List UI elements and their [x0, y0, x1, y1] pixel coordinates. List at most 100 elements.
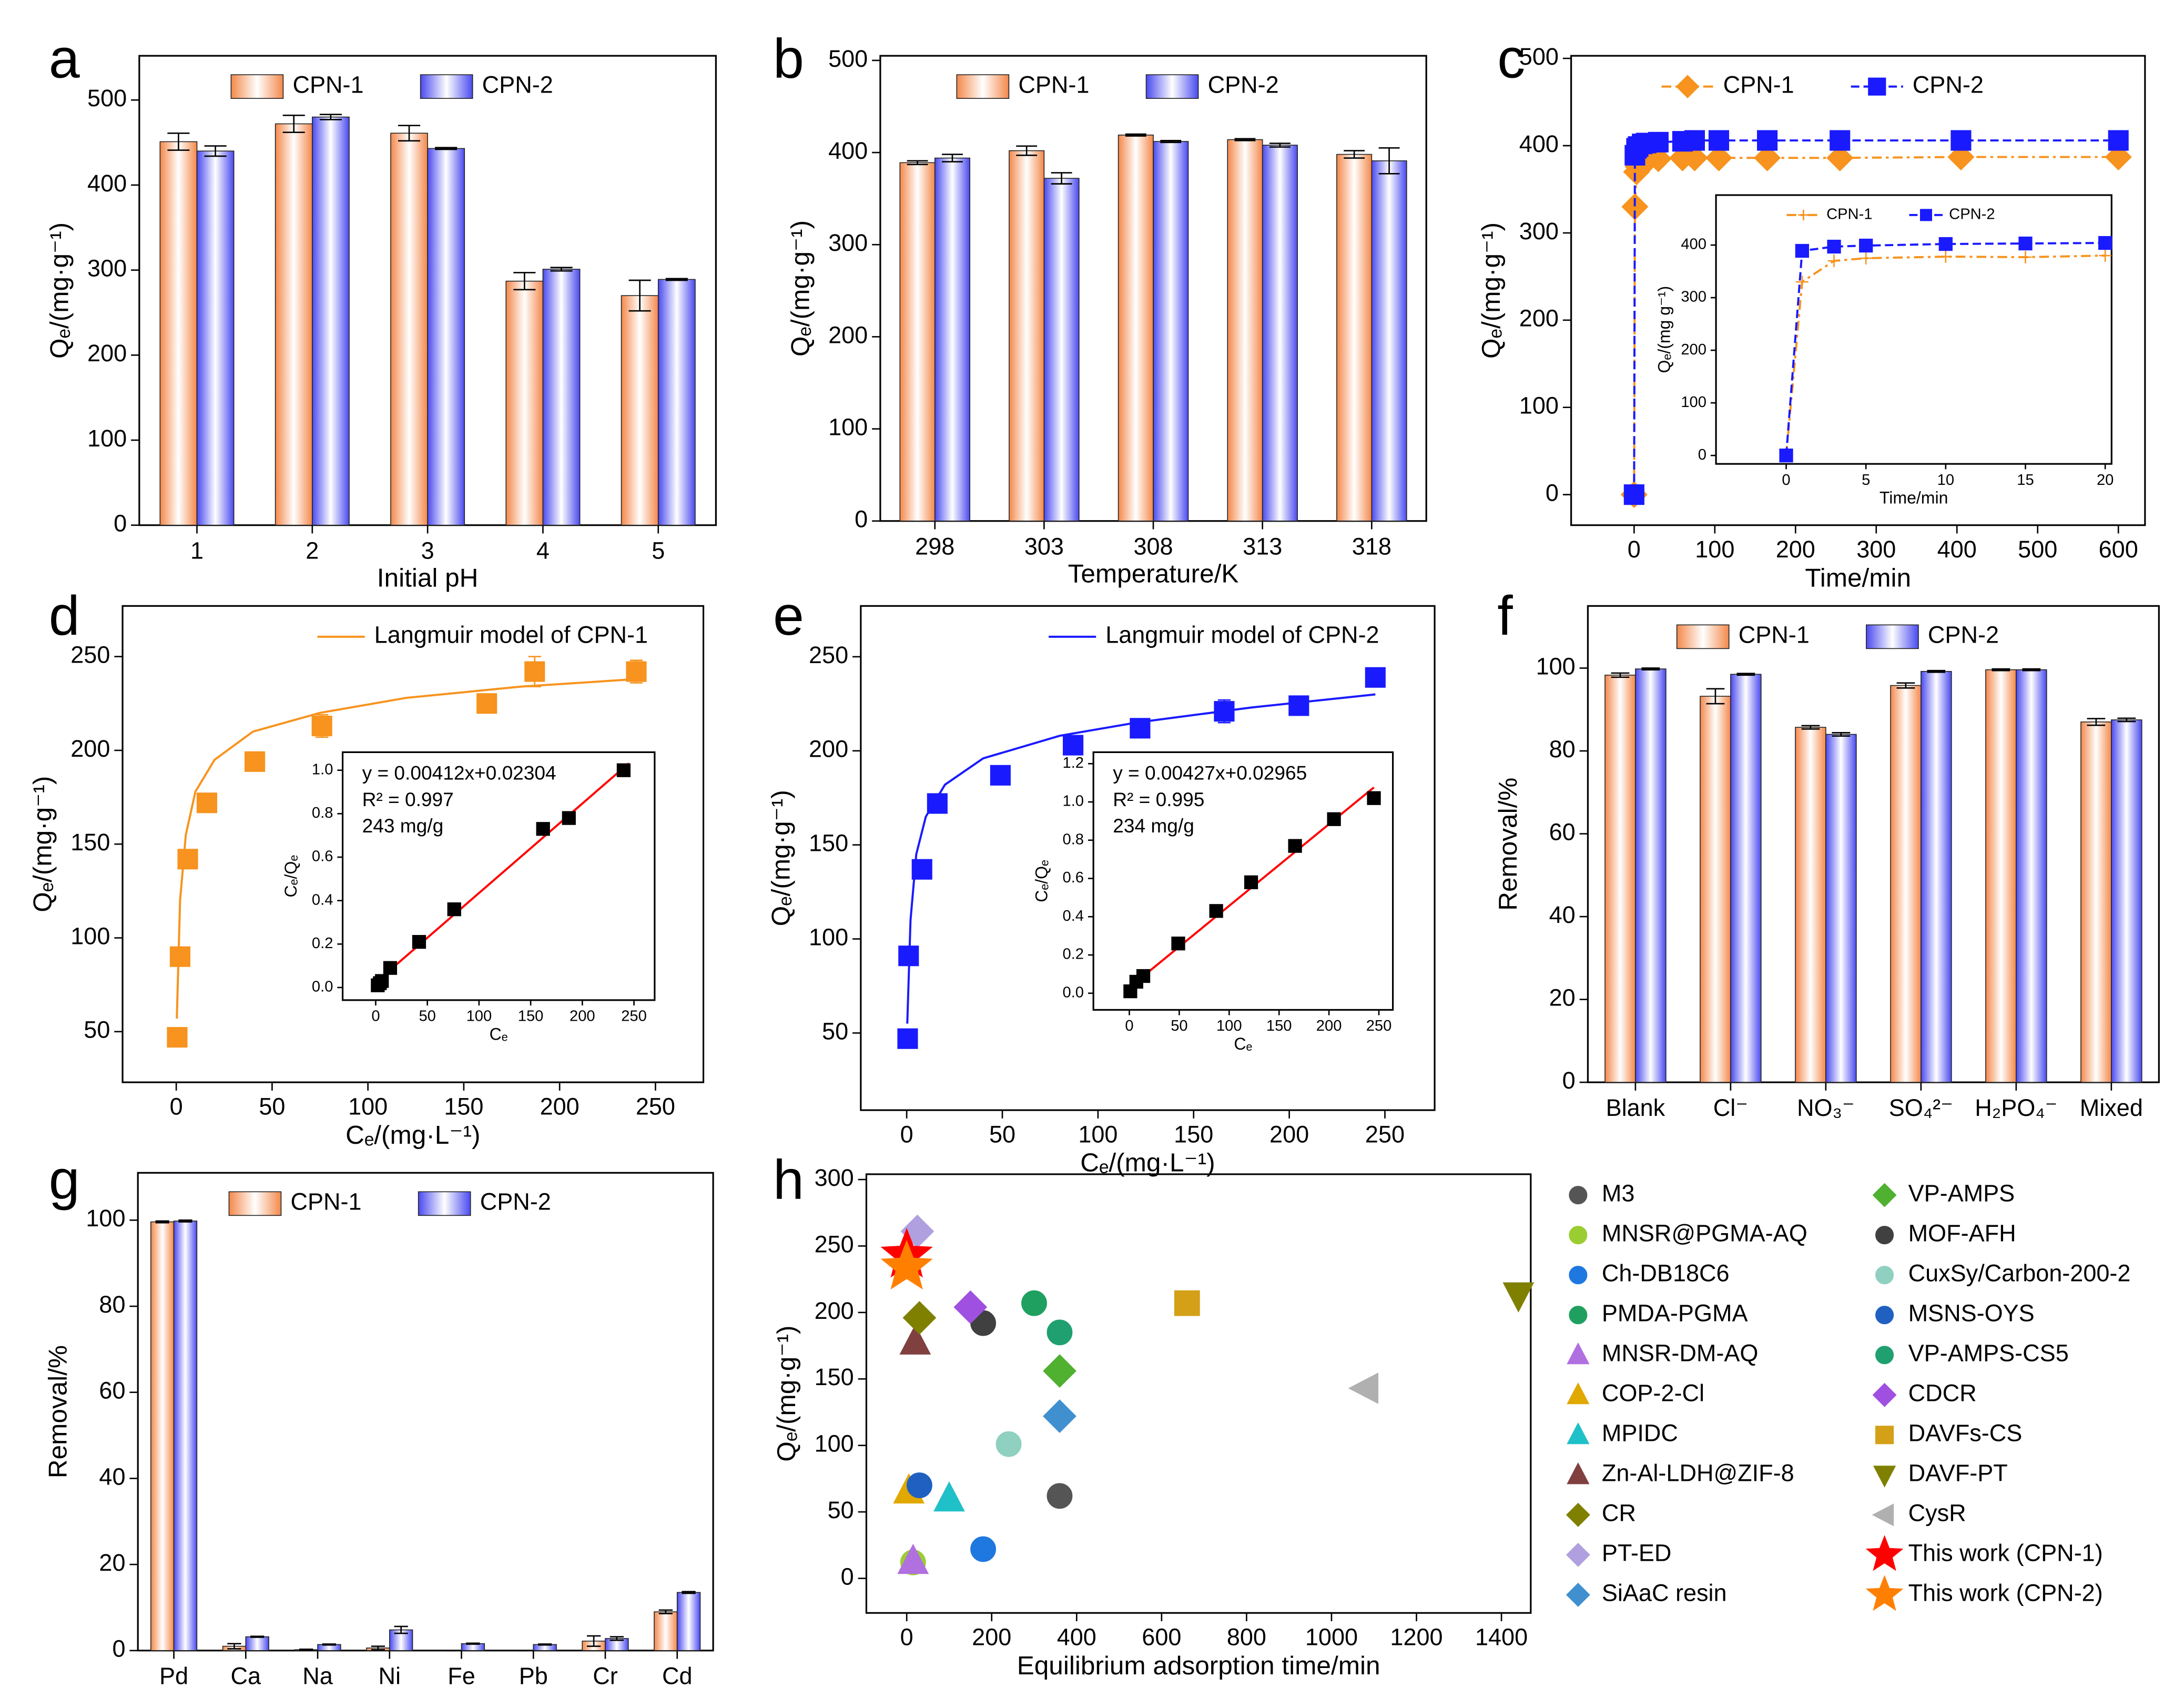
- y-tick-label: 150: [815, 1364, 854, 1390]
- error-bar: [466, 1642, 480, 1645]
- legend-label: SiAaC resin: [1602, 1580, 1727, 1607]
- y-tick-label: 0.0: [1063, 984, 1084, 1001]
- x-tick-label: 0: [900, 1624, 913, 1651]
- y-axis-label: Removal/%: [1494, 778, 1522, 911]
- y-axis-label: Qₑ/(mg g⁻¹): [1654, 286, 1673, 373]
- y-tick-label: 80: [99, 1291, 125, 1318]
- legend-label: MPIDC: [1602, 1420, 1678, 1447]
- y-tick-label: 250: [809, 642, 848, 668]
- y-tick-label: 60: [99, 1377, 125, 1404]
- marker: [1288, 839, 1302, 853]
- bar: [1635, 668, 1667, 1083]
- error-bar: [586, 1635, 601, 1647]
- x-tick-label: Cd: [662, 1662, 693, 1689]
- legend-label: MNSR-DM-AQ: [1602, 1340, 1759, 1367]
- x-tick-label: Cr: [593, 1662, 618, 1689]
- error-bar: [299, 1648, 313, 1651]
- y-tick-label: 300: [1681, 289, 1706, 306]
- y-tick-label: 0: [1546, 480, 1559, 506]
- marker: [1708, 130, 1730, 151]
- x-tick-label: 250: [1366, 1018, 1392, 1034]
- y-tick-label: 100: [809, 923, 848, 950]
- error-bar: [155, 1220, 169, 1224]
- panel-letter: h: [773, 1148, 804, 1211]
- error-bar: [319, 114, 342, 120]
- marker: [1872, 1503, 1894, 1527]
- marker: [1684, 130, 1705, 151]
- x-tick-label: H₂PO₄⁻: [1975, 1094, 2057, 1121]
- plot-frame: [341, 751, 656, 1001]
- y-tick-label: 0: [114, 510, 127, 537]
- error-bar: [371, 1645, 385, 1651]
- marker: [447, 902, 461, 917]
- y-axis-label: Qₑ/(mg·g⁻¹): [45, 222, 74, 359]
- x-tick-label: 50: [1171, 1018, 1187, 1034]
- error-bar: [1378, 147, 1400, 175]
- legend-label: CPN-1: [1739, 622, 1810, 648]
- marker: [1938, 237, 1953, 251]
- marker: [1244, 875, 1258, 889]
- y-tick-label: 0: [855, 506, 868, 533]
- marker: [953, 1290, 988, 1324]
- x-tick-label: 150: [1266, 1018, 1292, 1034]
- marker: [1047, 1483, 1073, 1509]
- error-bar: [204, 145, 227, 157]
- x-tick-label: 250: [621, 1008, 647, 1025]
- y-axis-label: Qₑ/(mg·g⁻¹): [1477, 222, 1506, 359]
- error-bar: [2087, 718, 2106, 726]
- bar: [1604, 675, 1636, 1083]
- x-tick-label: 200: [1316, 1018, 1342, 1034]
- marker: [880, 1239, 933, 1290]
- marker: [1623, 484, 1644, 505]
- y-tick-label: 0.8: [312, 805, 333, 821]
- legend-swatch: [956, 74, 1010, 99]
- series-line: [1633, 139, 2119, 495]
- bar: [657, 279, 696, 526]
- x-tick-label: 100: [1216, 1018, 1242, 1034]
- marker: [1860, 252, 1872, 265]
- marker: [626, 661, 647, 682]
- legend-label: MSNS-OYS: [1908, 1300, 2035, 1327]
- plot-frame: [121, 605, 705, 1083]
- y-tick-label: 100: [815, 1430, 854, 1457]
- y-tick-label: 200: [1681, 341, 1706, 358]
- x-tick-label: 200: [570, 1008, 595, 1025]
- marker: [1830, 130, 1851, 151]
- x-tick-label: 0: [170, 1093, 183, 1120]
- legend-label: CPN-1: [1018, 72, 1089, 98]
- x-tick-label: 200: [1776, 536, 1815, 563]
- y-tick-label: 200: [87, 340, 127, 367]
- bar: [1336, 154, 1373, 522]
- x-tick-label: 0: [1125, 1018, 1133, 1034]
- marker: [1566, 1542, 1590, 1567]
- bar: [1921, 670, 1952, 1083]
- x-tick-label: Cl⁻: [1713, 1094, 1748, 1121]
- y-tick-label: 200: [809, 736, 848, 762]
- x-tick-label: 0: [371, 1008, 380, 1025]
- marker: [996, 1431, 1022, 1457]
- marker: [169, 946, 190, 967]
- x-axis-label: Cₑ: [1234, 1034, 1252, 1053]
- bar: [654, 1611, 678, 1651]
- series-line: [1785, 255, 2106, 456]
- legend-label: DAVF-PT: [1908, 1460, 2008, 1487]
- error-bar: [942, 154, 963, 162]
- legend-label: VP-AMPS-CS5: [1908, 1340, 2069, 1367]
- marker: [245, 751, 266, 772]
- error-bar: [1125, 133, 1146, 137]
- marker: [1567, 1382, 1590, 1405]
- marker: [1798, 209, 1809, 221]
- marker: [902, 1301, 937, 1335]
- x-tick-label: 400: [1057, 1624, 1096, 1651]
- error-bar: [1832, 732, 1851, 737]
- x-tick-label: 298: [915, 533, 954, 560]
- y-tick-label: 250: [815, 1231, 854, 1257]
- y-tick-label: 1.0: [312, 761, 333, 778]
- x-tick-label: 0: [1782, 472, 1790, 489]
- x-tick-label: 600: [2099, 536, 2138, 563]
- bar: [245, 1636, 269, 1651]
- legend-label: CysR: [1908, 1500, 1966, 1527]
- error-bar: [513, 272, 536, 291]
- x-tick-label: 3: [421, 537, 434, 564]
